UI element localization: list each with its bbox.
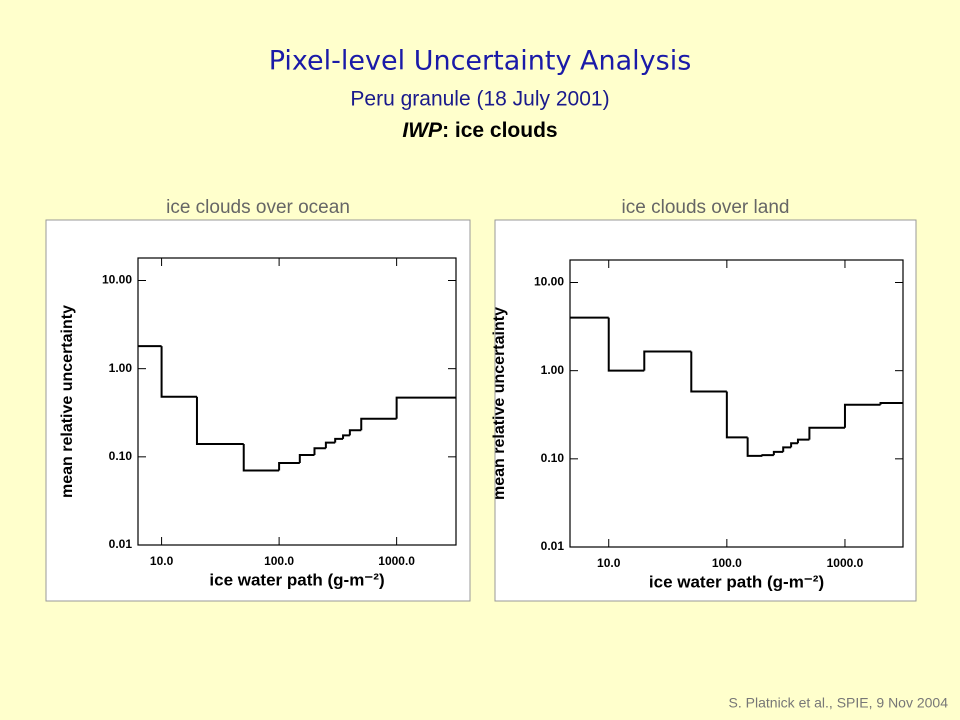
step-segment: [242, 443, 280, 472]
chart-panel: ice clouds over ocean 10.0 100.0 1000.0 0.01…: [45, 197, 471, 602]
step-segment: [643, 350, 692, 371]
step-segment: [725, 391, 748, 439]
step-segment: [808, 426, 845, 440]
step-segment: [796, 438, 810, 444]
x-tick-label: 1000.0: [378, 554, 415, 568]
y-tick-label: 10.00: [534, 275, 564, 289]
x-tick-label: 1000.0: [827, 556, 864, 570]
x-axis-label: ice water path (g-m⁻²): [649, 572, 824, 591]
heading-rest: : ice clouds: [442, 119, 558, 142]
subtitle: Peru granule (18 July 2001): [350, 88, 609, 111]
panel-subtitle: ice clouds over land: [622, 197, 790, 218]
step-segment: [278, 462, 300, 471]
y-tick-label: 0.01: [109, 537, 133, 551]
x-tick-label: 10.0: [597, 556, 621, 570]
y-tick-label: 0.01: [541, 539, 565, 553]
step-segment: [790, 442, 798, 448]
step-segment: [195, 396, 244, 445]
step-segment: [690, 351, 727, 393]
step-segment: [342, 434, 350, 439]
step-segment: [360, 417, 397, 431]
y-tick-label: 0.10: [541, 451, 565, 465]
heading-emph: IWP: [402, 119, 443, 142]
step-segment: [348, 429, 362, 436]
step-segment: [761, 454, 774, 457]
step-segment: [746, 437, 763, 457]
step-segment: [160, 346, 197, 398]
title: Pixel-level Uncertainty Analysis: [269, 46, 692, 77]
step-segment: [772, 450, 784, 456]
x-tick-label: 100.0: [712, 556, 742, 570]
y-tick-label: 10.00: [102, 273, 132, 287]
heading: IWP: ice clouds: [402, 119, 557, 142]
y-tick-label: 1.00: [541, 363, 565, 377]
panel-frame: [45, 219, 471, 602]
x-tick-label: 100.0: [264, 554, 294, 568]
citation: S. Platnick et al., SPIE, 9 Nov 2004: [729, 695, 949, 711]
y-tick-label: 1.00: [109, 361, 133, 375]
y-axis-label: mean relative uncertainty: [491, 307, 508, 500]
step-segment: [782, 446, 792, 452]
step-segment: [607, 317, 645, 372]
step-segment: [879, 401, 903, 405]
step-segment: [313, 447, 326, 455]
step-segment: [298, 453, 315, 464]
panel-subtitle: ice clouds over ocean: [166, 197, 350, 218]
step-segment: [324, 441, 336, 449]
x-axis-label: ice water path (g-m⁻²): [209, 570, 384, 589]
y-axis-label: mean relative uncertainty: [59, 305, 76, 498]
step-segment: [395, 396, 456, 419]
y-tick-label: 0.10: [109, 449, 133, 463]
x-tick-label: 10.0: [150, 554, 174, 568]
plot-frame: [137, 257, 457, 546]
step-segment: [843, 403, 881, 428]
step-segment: [334, 437, 344, 443]
chart-panel: ice clouds over land 10.0 100.0 1000.0 0.01 0…: [491, 197, 917, 602]
